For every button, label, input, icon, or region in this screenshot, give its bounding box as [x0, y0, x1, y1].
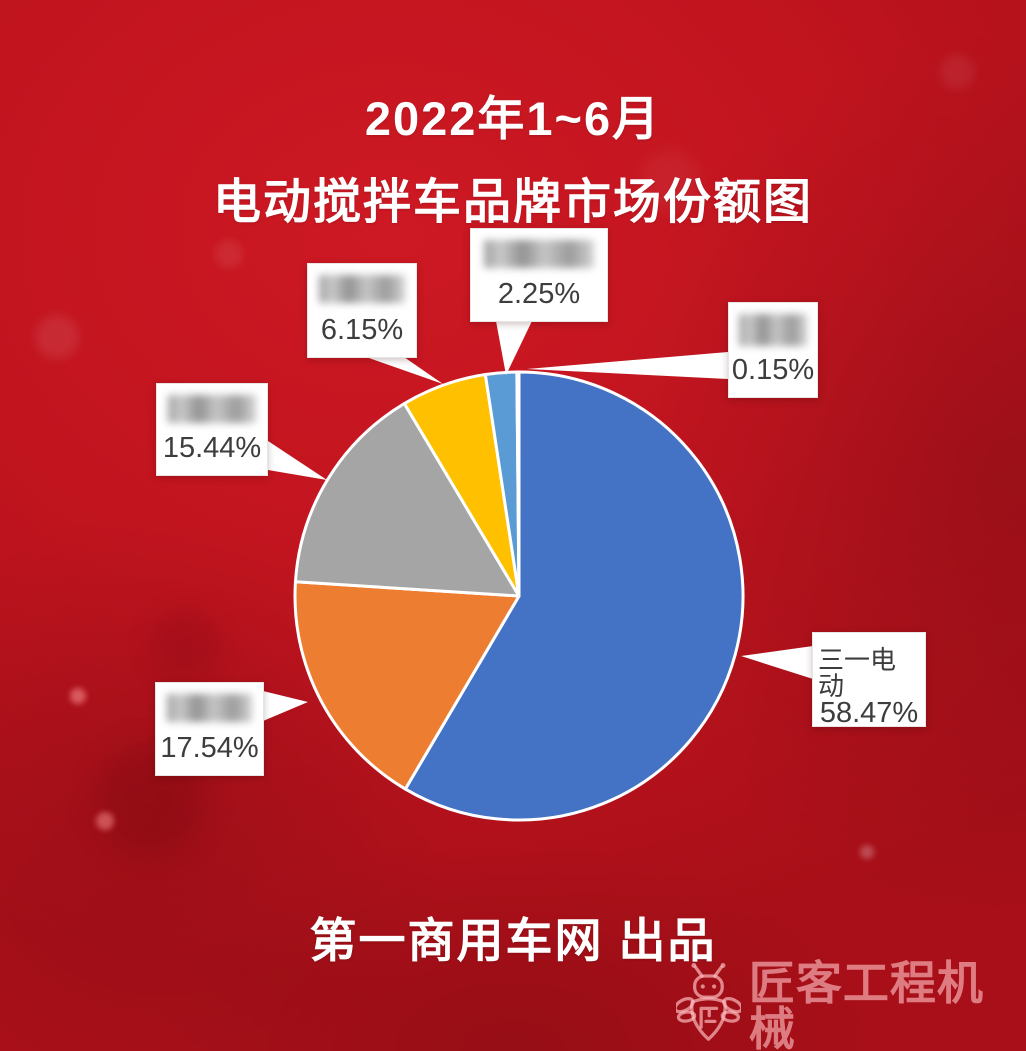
leader-lines-group: [263, 321, 813, 721]
leader-line-0-15: [527, 352, 728, 379]
slice-percent-label: 2.25%: [497, 278, 581, 310]
bee-logo-icon: [676, 963, 741, 1041]
leader-line-58-47: [741, 646, 813, 679]
slice-percent-label: 58.47%: [819, 697, 919, 729]
callout-slice-2-25: 2.25%: [470, 228, 608, 322]
watermark: 匠客工程机械: [676, 960, 1026, 1051]
leader-line-2-25: [496, 321, 532, 375]
credit-line: 第一商用车网 出品: [309, 914, 717, 967]
callout-slice-0-15: 0.15%: [728, 302, 818, 398]
brand-name-label: 三一电动: [818, 645, 897, 701]
slice-percent-label: 15.44%: [162, 432, 262, 464]
pie-slice-2: [293, 402, 521, 598]
leader-line-6-15: [366, 357, 443, 384]
redacted-brand-name: [168, 395, 256, 423]
callout-slice-58-47: 三一电动 58.47%: [812, 632, 926, 729]
slice-percent-label: 0.15%: [731, 354, 815, 386]
slice-percent-label: 6.15%: [320, 314, 404, 346]
redacted-brand-name: [318, 275, 406, 303]
pie-slice-0: [403, 370, 745, 822]
pie-slice-1: [293, 580, 521, 791]
chart-title-line1: 2022年1~6月: [364, 92, 662, 145]
watermark-brand-text: 匠客工程机械: [748, 957, 984, 1051]
slice-percent-label: 17.54%: [160, 732, 259, 764]
redacted-brand-name: [166, 694, 253, 722]
redacted-brand-name: [483, 240, 595, 268]
chart-title-line2: 电动搅拌车品牌市场份额图: [212, 176, 813, 229]
leader-line-17-54: [263, 691, 308, 721]
pie-slices-group: [293, 370, 745, 822]
redacted-brand-name: [738, 314, 808, 346]
pie-slice-5: [515, 370, 521, 598]
leader-line-15-44: [268, 441, 327, 480]
callout-slice-17-54: 17.54%: [155, 682, 264, 776]
callout-slice-6-15: 6.15%: [307, 263, 417, 358]
callout-slice-15-44: 15.44%: [156, 383, 268, 476]
